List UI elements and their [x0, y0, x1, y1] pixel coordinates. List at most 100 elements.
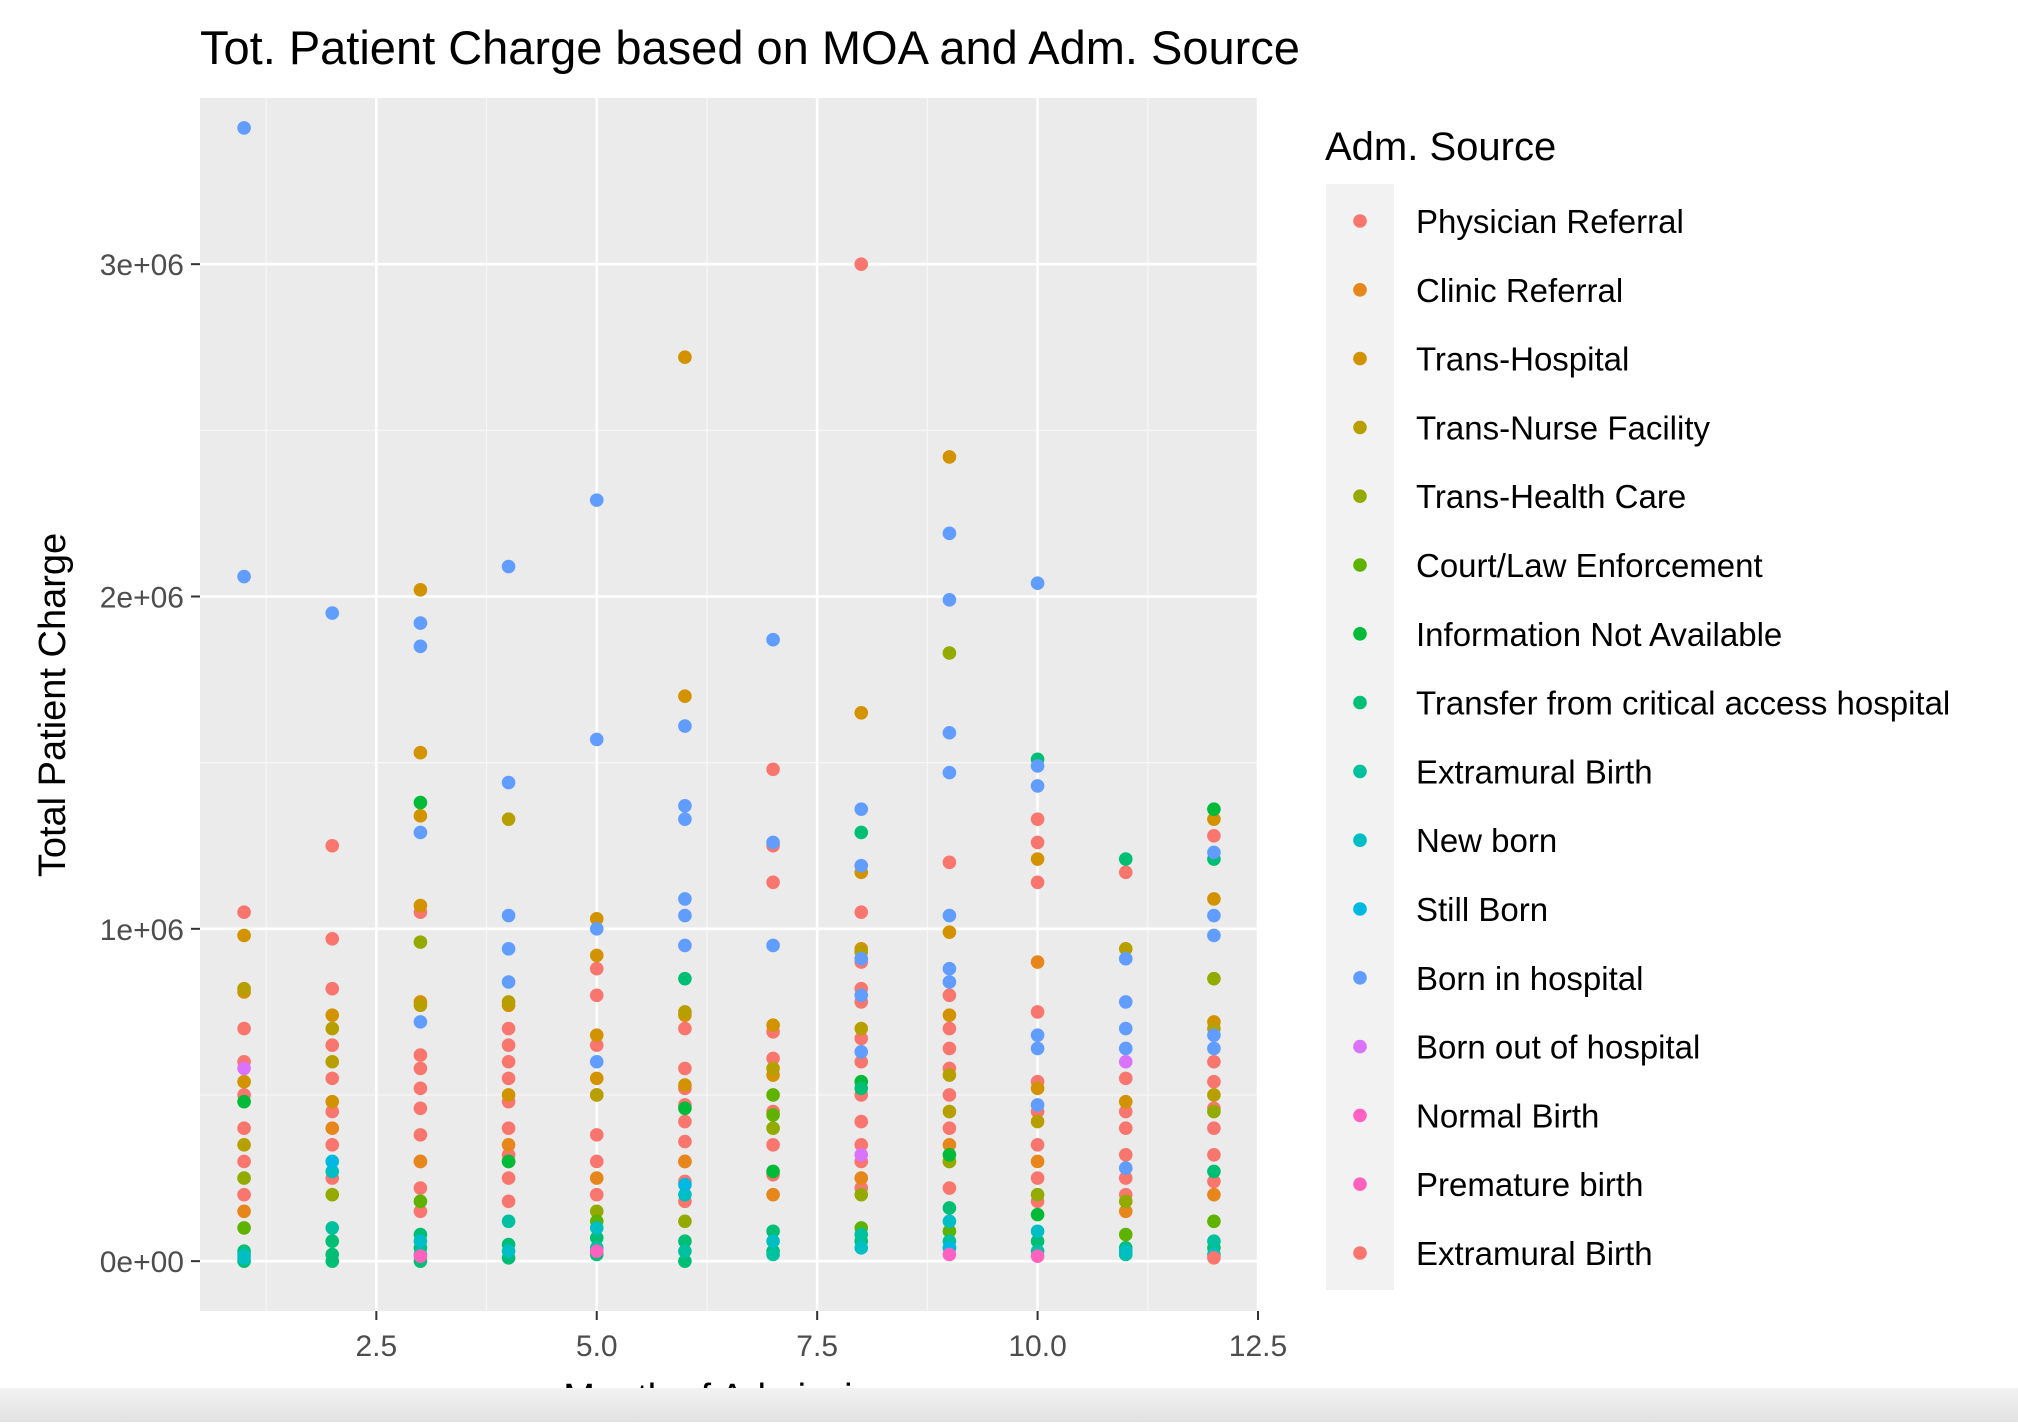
data-point: [1118, 1054, 1133, 1069]
window-bottom-edge: [0, 1388, 2018, 1422]
legend-key: [1353, 833, 1367, 847]
data-point: [1030, 1081, 1045, 1096]
legend: Adm. Source Physician Referral Clinic Ref…: [1325, 125, 1950, 1290]
data-point: [854, 951, 869, 966]
data-point: [1118, 865, 1133, 880]
legend-label: Trans-Hospital: [1416, 341, 1629, 378]
data-point: [854, 1044, 869, 1059]
data-point: [854, 1021, 869, 1036]
data-point: [1207, 1214, 1221, 1229]
legend-key: [1353, 695, 1367, 710]
data-point: [413, 1234, 428, 1249]
data-point: [325, 1138, 340, 1152]
data-point: [942, 1021, 957, 1036]
chart-title: Tot. Patient Charge based on MOA and Adm…: [200, 21, 1300, 74]
data-point: [1030, 1249, 1045, 1263]
legend-key: [1353, 1108, 1367, 1123]
data-point: [854, 905, 869, 920]
data-point: [589, 1038, 604, 1052]
data-point: [1207, 828, 1221, 843]
data-point: [413, 1194, 428, 1209]
y-tick-label: 1e+06: [100, 914, 184, 947]
data-point: [1030, 1098, 1045, 1112]
data-point: [942, 1104, 957, 1119]
data-point: [1030, 1224, 1045, 1239]
data-point: [1030, 875, 1045, 890]
data-point: [942, 1224, 957, 1239]
data-point: [325, 1121, 340, 1136]
data-point: [1030, 759, 1045, 773]
y-axis-title: Total Patient Charge: [32, 533, 74, 877]
data-point: [589, 732, 604, 747]
x-tick-label: 12.5: [1229, 1330, 1287, 1363]
data-point: [237, 121, 251, 135]
data-point: [237, 1074, 251, 1089]
data-point: [678, 971, 692, 986]
data-point: [237, 1061, 251, 1076]
legend-key: [1353, 420, 1367, 435]
data-point: [1207, 1174, 1221, 1189]
data-point: [1030, 1187, 1045, 1202]
data-point: [1030, 779, 1045, 793]
data-point: [413, 1061, 428, 1076]
data-point: [854, 858, 869, 873]
data-point: [501, 1038, 516, 1052]
data-point: [1118, 995, 1133, 1009]
data-point: [678, 1187, 692, 1202]
data-point: [413, 898, 428, 913]
data-point: [501, 995, 516, 1009]
data-point: [1207, 928, 1221, 943]
data-point: [678, 1114, 692, 1129]
data-point: [766, 1164, 780, 1179]
data-point: [413, 1048, 428, 1062]
data-point: [237, 1204, 251, 1219]
data-point: [1118, 1121, 1133, 1136]
data-point: [942, 450, 957, 464]
data-point: [1030, 576, 1045, 590]
data-point: [413, 639, 428, 654]
data-point: [766, 1088, 780, 1102]
data-point: [413, 1101, 428, 1116]
data-point: [766, 875, 780, 890]
data-point: [942, 1181, 957, 1195]
data-point: [325, 931, 340, 946]
data-point: [766, 1121, 780, 1136]
data-point: [678, 812, 692, 826]
legend-key: [1353, 558, 1367, 572]
legend-label: Transfer from critical access hospital: [1416, 685, 1950, 722]
data-point: [325, 606, 340, 620]
data-point: [1030, 1114, 1045, 1129]
data-points: [237, 121, 1221, 1268]
data-point: [942, 1247, 957, 1262]
data-point: [1207, 1074, 1221, 1089]
data-point: [325, 1154, 340, 1169]
data-point: [942, 925, 957, 939]
data-point: [854, 1114, 869, 1129]
data-point: [854, 1241, 869, 1255]
data-point: [1207, 845, 1221, 860]
data-point: [413, 1128, 428, 1142]
data-point: [1118, 1161, 1133, 1175]
data-point: [942, 1121, 957, 1136]
data-point: [237, 1094, 251, 1109]
data-point: [501, 775, 516, 790]
data-point: [501, 941, 516, 956]
data-point: [237, 1121, 251, 1136]
data-point: [678, 938, 692, 953]
data-point: [237, 1154, 251, 1169]
data-point: [589, 1054, 604, 1069]
data-point: [942, 526, 957, 541]
data-point: [237, 905, 251, 920]
data-point: [501, 1071, 516, 1086]
data-point: [325, 1221, 340, 1235]
data-point: [1118, 1094, 1133, 1109]
data-point: [1207, 1121, 1221, 1136]
data-point: [766, 1108, 780, 1122]
data-point: [1118, 1194, 1133, 1209]
data-point: [325, 1038, 340, 1052]
data-point: [501, 1244, 516, 1258]
legend-key: [1353, 1177, 1367, 1191]
data-point: [589, 1221, 604, 1235]
legend-key: [1353, 351, 1367, 366]
